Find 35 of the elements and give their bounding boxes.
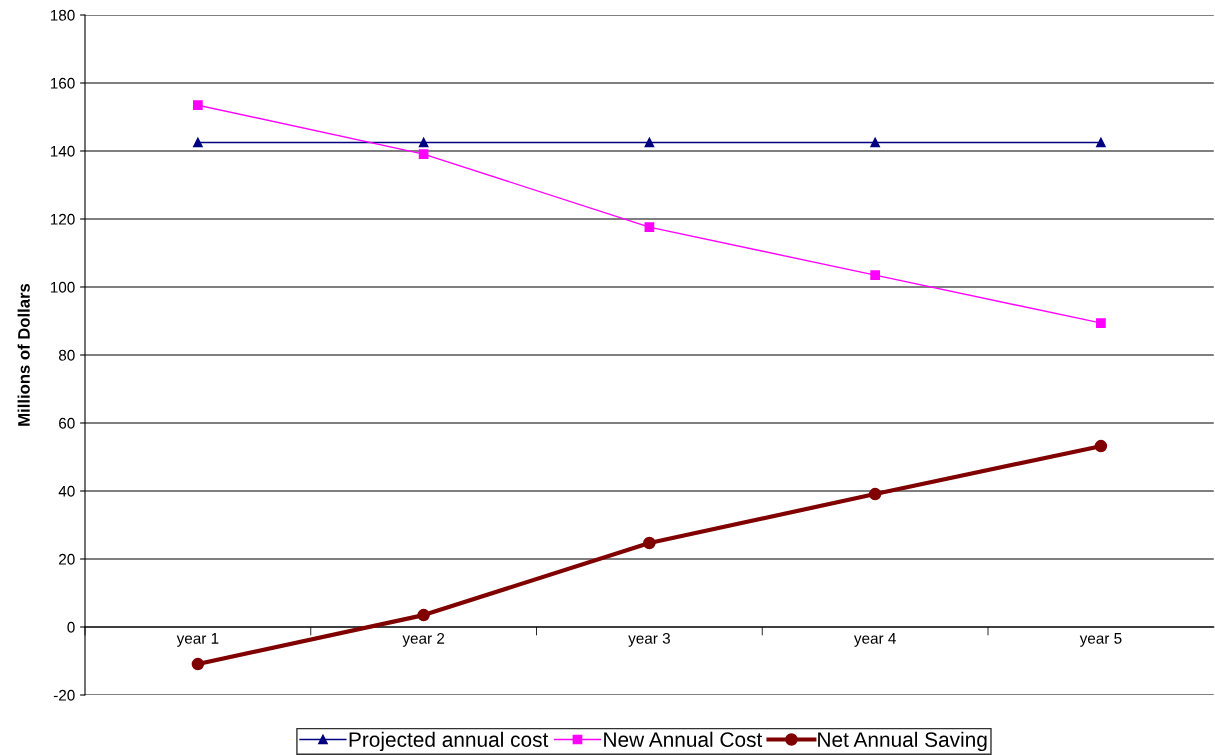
y-tick-label: 160: [50, 77, 75, 89]
point: [191, 657, 205, 671]
point: [1096, 137, 1106, 148]
point: [644, 137, 655, 148]
legend-label: Net Annual Saving: [818, 731, 987, 752]
y-tick-label: 20: [59, 553, 75, 565]
point: [643, 536, 656, 550]
point: [193, 137, 203, 148]
point: [870, 137, 881, 148]
x-tick-label: year 4: [853, 633, 896, 647]
point: [418, 137, 429, 148]
point: [870, 270, 881, 280]
x-tick-label: year 2: [402, 632, 445, 647]
point: [418, 149, 429, 159]
point: [644, 222, 655, 233]
point: [193, 100, 203, 110]
y-tick-label: 140: [50, 145, 75, 157]
point: [1096, 318, 1106, 328]
y-tick-label: 180: [50, 9, 75, 21]
y-tick-label: 40: [58, 485, 75, 497]
y-axis-title: Millions of Dollars: [17, 283, 30, 426]
y-tick-label: 120: [50, 213, 75, 225]
legend-label: Projected annual cost: [349, 731, 549, 752]
y-tick-label: 80: [58, 349, 75, 361]
y-tick-label: -20: [53, 689, 75, 701]
y-tick-label: 100: [50, 281, 75, 293]
x-tick-label: year 1: [176, 633, 219, 647]
legend-label: New Annual Cost: [604, 731, 763, 747]
x-tick-label: year 3: [628, 632, 670, 647]
point: [417, 608, 430, 622]
point: [1094, 439, 1108, 453]
x-tick-label: year 5: [1079, 633, 1122, 647]
y-tick-label: 0: [67, 621, 75, 633]
y-tick-label: 60: [59, 417, 75, 429]
point: [868, 487, 882, 501]
